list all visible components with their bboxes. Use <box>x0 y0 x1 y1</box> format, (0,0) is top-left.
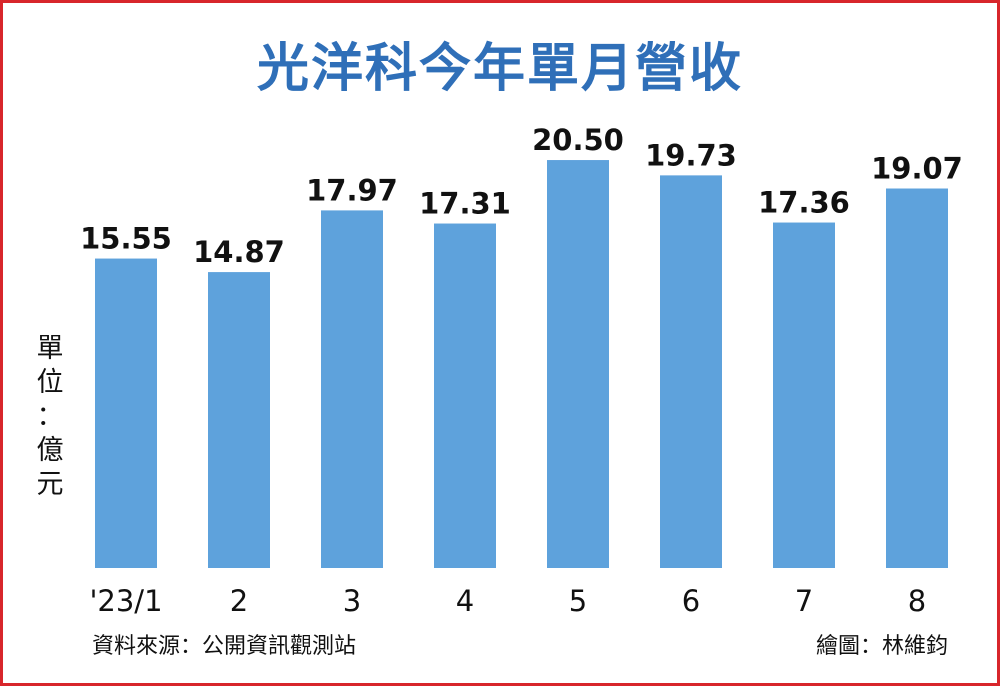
bar <box>208 272 270 568</box>
bar <box>547 160 609 569</box>
unit-char: 位 <box>36 367 64 398</box>
x-tick-label: 3 <box>343 584 361 618</box>
unit-char: 單 <box>36 333 64 364</box>
bar-value-label: 17.97 <box>306 173 398 207</box>
bar-value-label: 14.87 <box>193 235 285 269</box>
x-tick-label: 2 <box>230 584 248 618</box>
x-tick-label: 8 <box>908 584 926 618</box>
x-tick-label: 6 <box>682 584 700 618</box>
unit-char: 元 <box>36 469 64 500</box>
x-tick-label: '23/1 <box>89 584 162 618</box>
bar-value-label: 15.55 <box>80 222 172 256</box>
bar <box>95 258 157 568</box>
bar-value-label: 19.07 <box>871 152 963 186</box>
bar <box>434 223 496 568</box>
bar <box>773 222 835 568</box>
x-tick-label: 5 <box>569 584 587 618</box>
y-axis-unit-label: 單 位 ： 億 元 <box>30 332 70 502</box>
x-tick-label: 4 <box>456 584 474 618</box>
data-source: 資料來源：公開資訊觀測站 <box>92 634 357 659</box>
chart-title: 光洋科今年單月營收 <box>256 39 743 99</box>
unit-char: 億 <box>36 435 64 466</box>
bar-value-label: 17.31 <box>419 187 511 221</box>
bar-value-label: 20.50 <box>532 123 624 157</box>
bar <box>886 188 948 568</box>
bar-value-label: 17.36 <box>758 186 850 220</box>
unit-char: ： <box>36 401 64 432</box>
graphic-credit: 繪圖：林維鈞 <box>815 634 948 659</box>
bar <box>660 175 722 569</box>
bar-value-label: 19.73 <box>645 138 737 172</box>
x-tick-label: 7 <box>795 584 813 618</box>
bar <box>321 210 383 568</box>
